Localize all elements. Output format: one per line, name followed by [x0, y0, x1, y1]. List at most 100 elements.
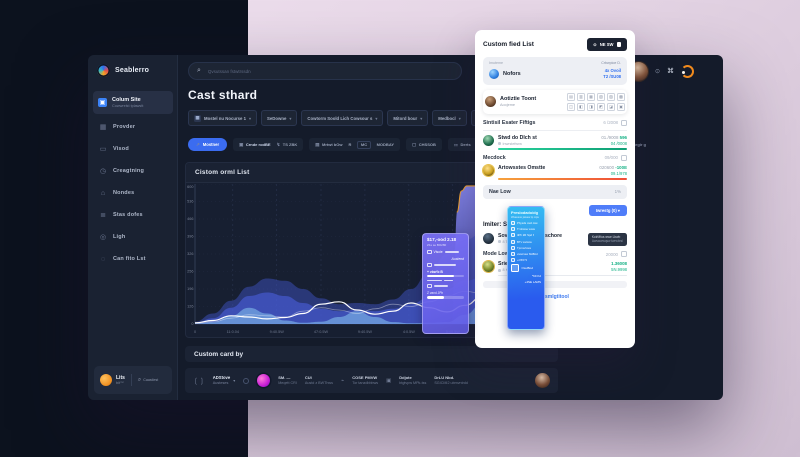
tooltip-action-label[interactable]: Austend	[451, 256, 464, 261]
sidebar-item-creagtning[interactable]: ◷ Creagtning	[88, 161, 178, 181]
profile-card[interactable]: Aotiztie Toont Aoojeme ▤ ▥ ▦ ▧ ▨ ▩ ◫ ◧ ◨ ◩ ◪ ▣	[483, 90, 627, 114]
dropdown-sub: Austeses	[212, 380, 229, 385]
profile-action-icon[interactable]: ◨	[587, 102, 595, 111]
checkbox[interactable]	[621, 154, 627, 161]
chevron-down-icon: ▾	[233, 378, 236, 383]
bottom-col-title: CUI	[304, 375, 312, 381]
filter-mostel-nu-nocurse-1[interactable]: ▦ Mostel nu Nocurse 1 ▾	[188, 110, 258, 126]
asset-row-sove[interactable]: Sove fristriam Fire schore 8 Twwsrew KcI…	[483, 232, 627, 247]
profile-action-icon[interactable]: ◪	[607, 102, 615, 111]
target-icon: ⊙	[593, 42, 597, 47]
bottom-dropdown[interactable]: ADStove Austeses ▾	[213, 375, 235, 386]
asset-row-stwd[interactable]: Stwd do Dlch st Inwrstefwrw 01./9008 596…	[483, 134, 627, 150]
nae-low-bar[interactable]: Nae Low 1%	[483, 184, 627, 199]
invest-button[interactable]: Iwrestg (0) ▾	[588, 204, 627, 216]
profile-action-icon[interactable]: ▦	[587, 92, 595, 101]
svg-text:256: 256	[187, 270, 193, 274]
footer-search[interactable]: ⌕ Caastlest	[138, 377, 158, 384]
settings-dot-icon[interactable]: ⊙	[655, 68, 661, 75]
sidebar-item-stas-dofes[interactable]: ≣ Stas dofes	[88, 205, 178, 225]
command-icon[interactable]: ⌘	[667, 68, 675, 75]
toolbar-item-icon: ⚏	[453, 141, 458, 147]
tooltip-row-icon	[511, 251, 515, 256]
chevron-down-icon: ▾	[458, 115, 461, 121]
can-fito-lst-icon: ◌	[100, 255, 106, 263]
sidebar-item-label: Provder	[113, 124, 136, 130]
toolbar-item-derts[interactable]: ⚏ Derts	[454, 142, 471, 148]
tooltip-row	[427, 262, 464, 267]
sidebar-item-active[interactable]: ▣ Colum Site Cowwrelst tplawstt	[93, 91, 173, 114]
tooltip-row-icon	[511, 239, 515, 244]
tooltip-row-label: 4Ph 2R Spd b	[517, 233, 535, 238]
profile-action-icon[interactable]: ▩	[617, 92, 625, 101]
panel-header-button[interactable]: ⊙ NE SW	[587, 38, 627, 51]
toolbar-item-modbay[interactable]: MODBAY	[377, 142, 394, 147]
asset-row-artow[interactable]: Artowsstes Omstte 020600 -100E 09.1/978	[483, 164, 627, 180]
asset-row-sriecle[interactable]: Sriecle Dnl pistbve 8 Iwwsew 1.36008 5N.…	[483, 261, 627, 277]
search-input[interactable]	[205, 67, 453, 75]
toolbar-item-icon: ▤	[315, 141, 320, 147]
filter-label: SeDowne	[267, 115, 287, 121]
dashboard-icon: ▣	[98, 98, 107, 107]
filter-medbocl[interactable]: Medbocl ▾	[432, 110, 467, 126]
logo[interactable]: Seablerro	[97, 64, 149, 77]
toolbar-item-icon: ▣	[239, 141, 244, 147]
panel-footer-link[interactable]: Osmlgtitool	[541, 294, 569, 301]
profile-action-icon[interactable]: ▨	[607, 92, 615, 101]
link-secondary[interactable]: T2 /SU08	[603, 74, 621, 79]
sidebar-active-sub: Cowwrelst tplawstt	[112, 103, 144, 108]
checkbox[interactable]	[621, 119, 627, 126]
toolbar-group-1: ▣ Crnde rodBE ↯ TS ZBK	[233, 138, 304, 151]
tooltip-row-icon	[511, 258, 515, 263]
bottom-col-1: SM. — Meqett CRI	[278, 375, 297, 386]
profile-action-icon[interactable]: ▥	[577, 92, 585, 101]
filter-sedowne[interactable]: SeDowne ▾	[261, 110, 298, 126]
square-icon	[427, 249, 432, 254]
filter-mitord-bour[interactable]: Mitord bour ▾	[387, 110, 429, 126]
sidebar-item-nondes[interactable]: ⌂ Nondes	[88, 183, 178, 203]
profile-action-icon[interactable]: ▤	[567, 92, 575, 101]
sidebar-footer-card[interactable]: Lits bit™ ⌕ Caastlest	[94, 366, 172, 394]
gradient-dot-icon[interactable]	[257, 374, 271, 387]
toolbar-item-chssob[interactable]: ▢ CHSSOB	[412, 142, 436, 148]
filter-cowtorm-soold-lich-cowsour-s[interactable]: Cowtorm Soold Lich Cowsour s ▾	[301, 110, 384, 126]
profile-action-icon[interactable]: ▣	[617, 102, 625, 111]
topbar-search[interactable]: ⌕	[188, 62, 462, 80]
radio-button[interactable]	[243, 377, 250, 384]
sidebar-item-ligh[interactable]: ◎ Ligh	[88, 227, 178, 247]
profile-action-icon[interactable]: ◩	[597, 102, 605, 111]
bottom-col-title: DrLU Nbd.	[434, 375, 455, 381]
toolbar-item-r[interactable]: R	[348, 142, 351, 147]
profile-action-icon[interactable]: ◫	[567, 102, 575, 111]
svg-text:0: 0	[194, 330, 196, 334]
sidebar-item-provder[interactable]: ▦ Provder	[88, 117, 178, 137]
progress-bar	[427, 296, 464, 299]
sidebar-item-visod[interactable]: ▭ Visod	[88, 139, 178, 159]
filter-label: Medbocl	[438, 115, 456, 121]
notification-ring-icon[interactable]	[681, 64, 695, 78]
chart-tooltip-purple: $17,-ood 2.18 Z1s se BO280 Visoie Austen…	[422, 233, 469, 334]
toolbar-item-mc[interactable]: MC	[357, 140, 371, 149]
chart-title: Cistom orml List	[186, 163, 557, 183]
checkbox[interactable]	[621, 251, 627, 258]
filter-lead-icon: ▦	[194, 114, 201, 122]
toolbar-item-ts-zbk[interactable]: ↯ TS ZBK	[277, 142, 298, 148]
profile-action-icon[interactable]: ▧	[597, 92, 605, 101]
badge-line2: Awswwwqsw twrwbrsl	[591, 239, 623, 244]
tooltip-row-label: Tjst sufows	[517, 245, 531, 250]
svg-text:326: 326	[187, 252, 193, 256]
toolbar-item-mrtwt-bow[interactable]: ▤ Mrtwt bOw	[315, 142, 342, 148]
toolbar-item-crnde-rodbe[interactable]: ▣ Crnde rodBE	[239, 142, 270, 148]
panel-title: Custom fied List	[483, 41, 534, 48]
sidebar-item-can-fito-lst[interactable]: ◌ Can fito Lst	[88, 249, 178, 269]
link-primary[interactable]: 4x Ovoil	[604, 67, 621, 73]
ligh-icon: ◎	[99, 234, 107, 241]
bottom-avatar[interactable]	[535, 373, 550, 388]
primary-action-button[interactable]: ↗ Mostner	[188, 138, 228, 151]
svg-text:0: 0	[191, 322, 193, 326]
notification-card[interactable]: Imuteme Crbwpioe D. Nofors 4x Ovoil T2 /…	[483, 57, 627, 85]
profile-action-icon[interactable]: ◧	[577, 102, 585, 111]
sidebar-item-label: Visod	[113, 146, 129, 152]
bar	[444, 250, 460, 253]
page-title: Cast sthard	[188, 88, 258, 102]
